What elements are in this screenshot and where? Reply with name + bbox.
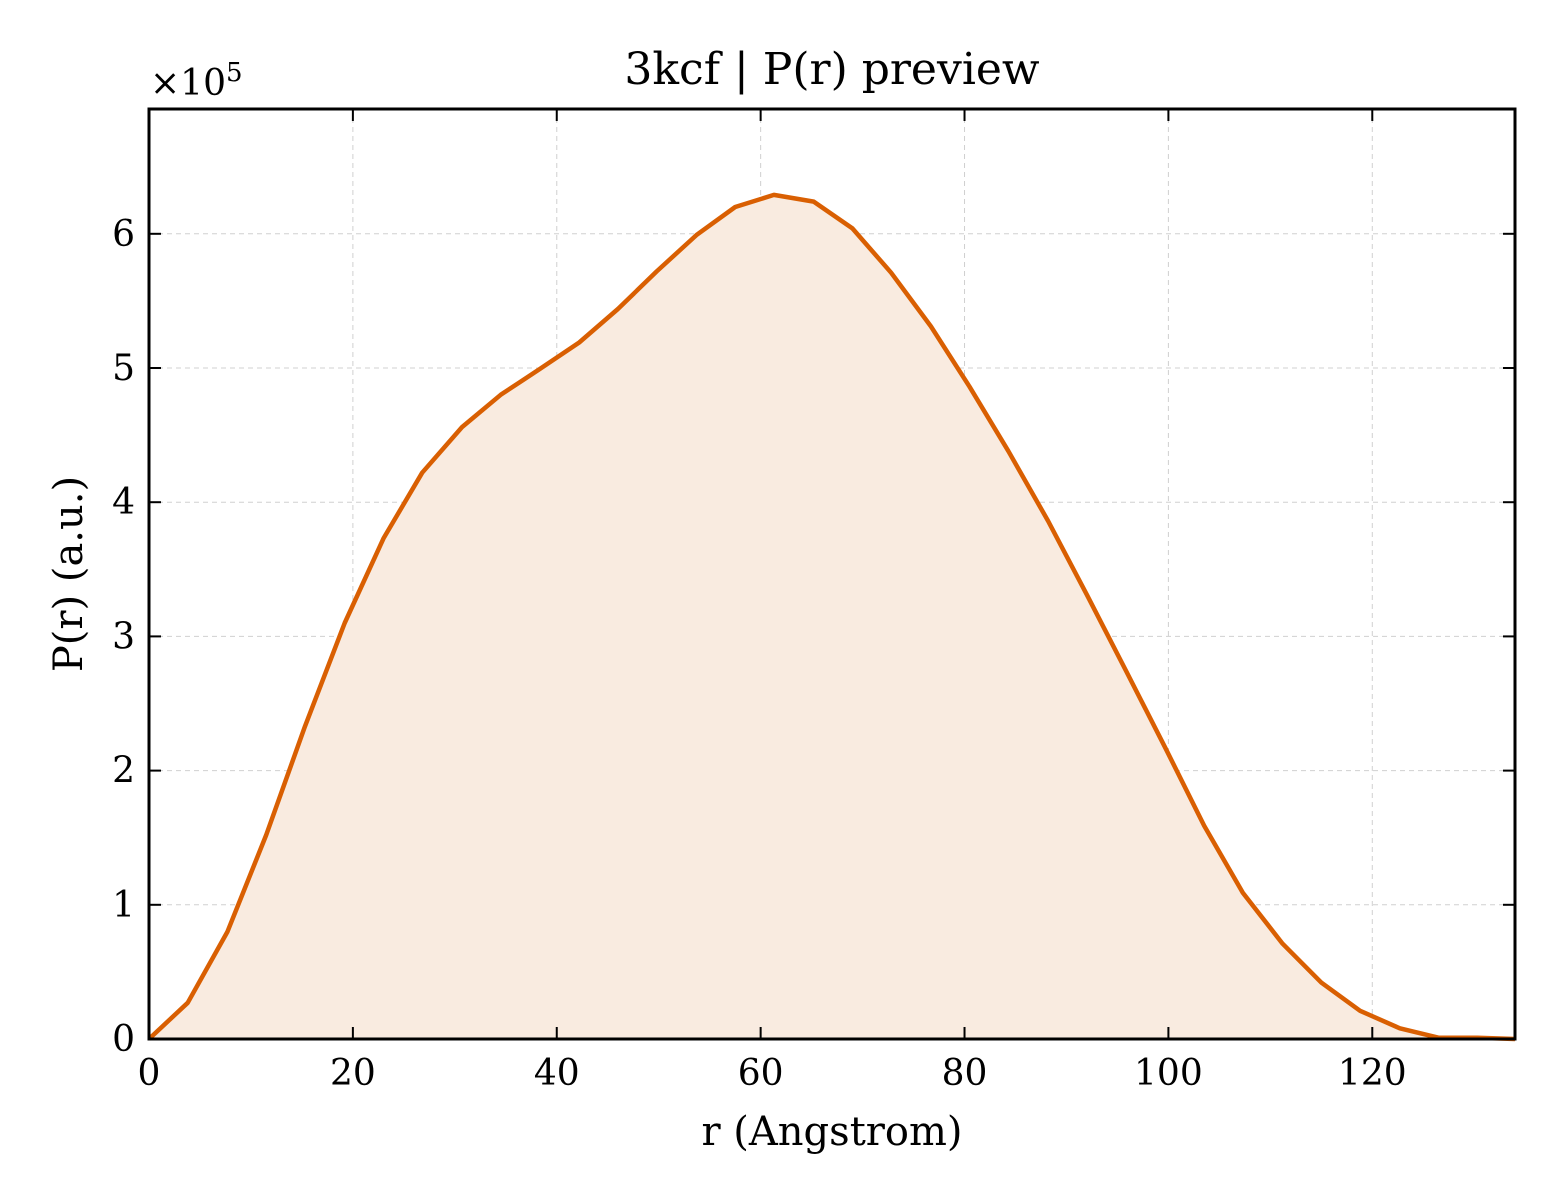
y-tick-label: 1 — [112, 885, 135, 926]
x-tick-label: 60 — [738, 1053, 784, 1094]
y-offset-label: ×105 — [150, 58, 243, 104]
ticks: 0 20 40 60 80 100 120 0 1 2 3 4 5 6 — [112, 109, 1515, 1094]
y-tick-label: 2 — [112, 751, 135, 792]
chart-title: 3kcf | P(r) preview — [624, 44, 1040, 95]
series-line — [147, 192, 1516, 1042]
y-tick-label: 4 — [112, 482, 135, 523]
x-tick-label: 20 — [330, 1053, 376, 1094]
x-tick-label: 100 — [1134, 1053, 1203, 1094]
plot-frame — [147, 107, 1517, 1041]
y-offset-exponent: 5 — [226, 58, 243, 88]
y-tick-label: 6 — [112, 214, 135, 255]
y-axis-label: P(r) (a.u.) — [46, 476, 92, 672]
y-offset-base: ×10 — [150, 63, 226, 104]
x-tick-label: 120 — [1338, 1053, 1407, 1094]
y-tick-label: 5 — [112, 348, 135, 389]
x-tick-label: 0 — [138, 1053, 161, 1094]
x-axis-label: r (Angstrom) — [701, 1109, 962, 1155]
x-tick-label: 80 — [942, 1053, 988, 1094]
y-tick-label: 0 — [112, 1019, 135, 1060]
y-tick-label: 3 — [112, 616, 135, 657]
x-tick-label: 40 — [534, 1053, 580, 1094]
